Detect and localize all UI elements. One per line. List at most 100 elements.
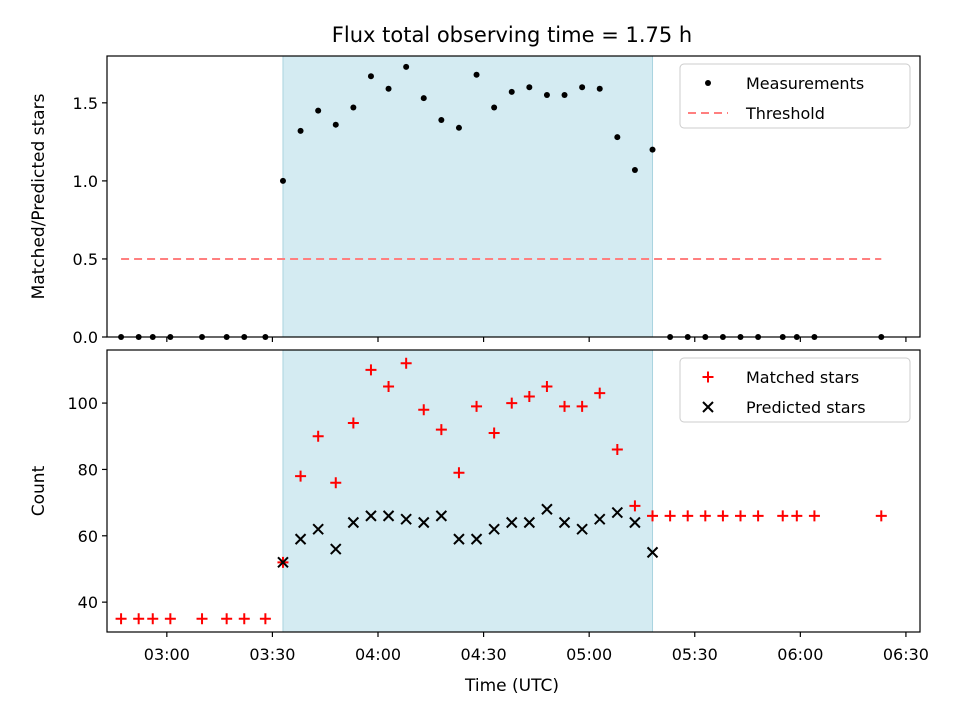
data-point — [297, 127, 304, 134]
data-point — [453, 533, 465, 545]
data-point — [631, 166, 638, 173]
legend: Matched stars Predicted stars — [679, 357, 911, 423]
data-point — [488, 523, 500, 535]
data-point — [614, 134, 621, 141]
data-point — [629, 500, 641, 512]
data-point — [133, 613, 145, 625]
panels-group: 0.0 0.5 1.0 1.5 Matched/Predicted stars Measu… — [29, 55, 929, 664]
data-point — [294, 533, 307, 545]
data-point — [506, 397, 518, 409]
y-tick-label: 40 — [78, 593, 98, 612]
data-point — [491, 104, 498, 111]
data-point — [115, 613, 127, 625]
data-point — [488, 427, 500, 439]
data-point — [875, 510, 887, 522]
legend-label: Measurements — [746, 74, 864, 93]
data-point — [438, 117, 445, 124]
data-point — [559, 400, 571, 412]
panel-1: 0.0 0.5 1.0 1.5 Matched/Predicted stars Measu… — [29, 55, 921, 347]
data-point — [682, 510, 694, 522]
data-point — [279, 177, 286, 184]
data-point — [330, 477, 342, 489]
x-tick-label: 06:00 — [777, 645, 823, 664]
data-point — [196, 613, 208, 625]
legend: Measurements Threshold — [679, 63, 911, 129]
data-point — [382, 510, 395, 522]
data-point — [164, 613, 176, 625]
data-point — [418, 404, 430, 416]
data-point — [699, 510, 711, 522]
plot-frame — [106, 55, 921, 338]
data-point — [664, 510, 676, 522]
data-point — [367, 73, 374, 80]
data-point — [596, 85, 603, 92]
data-point — [418, 516, 430, 529]
data-point — [579, 84, 586, 91]
data-point — [647, 510, 659, 522]
data-point — [808, 510, 820, 522]
data-point — [435, 424, 447, 436]
plot-frame — [106, 349, 921, 633]
data-point — [594, 387, 606, 399]
data-point — [471, 400, 483, 412]
data-point — [453, 467, 465, 479]
data-point — [629, 516, 641, 529]
legend-marker — [702, 371, 714, 383]
data-point — [455, 124, 462, 131]
data-point — [523, 390, 535, 402]
shaded-interval — [282, 350, 653, 632]
data-point — [403, 63, 410, 70]
data-point — [473, 71, 480, 78]
y-tick-label: 0.5 — [73, 250, 98, 269]
data-point — [611, 444, 623, 456]
series-matched-stars — [115, 357, 887, 625]
data-point — [238, 613, 250, 625]
data-point — [594, 513, 606, 525]
data-point — [526, 84, 533, 91]
data-point — [365, 510, 377, 522]
legend-label: Threshold — [745, 104, 825, 123]
data-point — [561, 92, 568, 99]
data-point — [576, 400, 588, 412]
data-point — [791, 510, 803, 522]
x-tick-label: 03:00 — [144, 645, 190, 664]
data-point — [365, 364, 377, 376]
data-point — [752, 510, 764, 522]
data-point — [470, 533, 483, 545]
data-point — [523, 516, 536, 529]
data-point — [735, 510, 747, 522]
data-point — [717, 510, 729, 522]
legend-marker — [702, 401, 714, 413]
x-tick-label: 05:00 — [566, 645, 612, 664]
chart-title: Flux total observing time = 1.75 h — [332, 23, 692, 47]
data-point — [508, 88, 515, 95]
data-point — [383, 380, 395, 392]
x-tick-label: 05:30 — [672, 645, 718, 664]
x-tick-label: 04:00 — [355, 645, 401, 664]
data-point — [541, 503, 553, 515]
series-predicted-stars — [277, 503, 659, 569]
data-point — [221, 613, 233, 625]
data-point — [350, 104, 357, 111]
data-point — [543, 92, 550, 99]
x-tick-label: 06:30 — [883, 645, 929, 664]
data-point — [347, 516, 360, 529]
data-point — [777, 510, 789, 522]
data-point — [420, 95, 427, 102]
data-point — [295, 470, 307, 482]
x-tick-label: 04:30 — [461, 645, 507, 664]
data-point — [576, 523, 588, 535]
data-point — [347, 417, 359, 429]
x-tick-label: 03:30 — [249, 645, 295, 664]
data-point — [435, 510, 448, 522]
data-point — [611, 506, 624, 519]
data-point — [649, 146, 656, 153]
legend-label: Predicted stars — [746, 398, 866, 417]
data-point — [315, 107, 322, 114]
legend-label: Matched stars — [746, 368, 859, 387]
data-point — [312, 523, 324, 535]
shaded-interval — [282, 56, 653, 337]
y-tick-label: 1.5 — [73, 94, 98, 113]
